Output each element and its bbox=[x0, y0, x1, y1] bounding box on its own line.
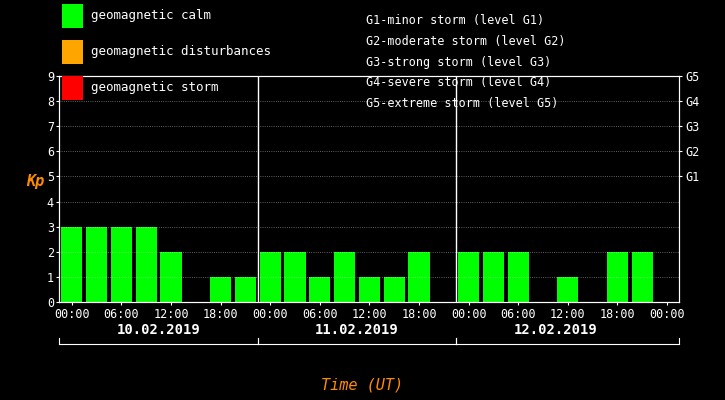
Bar bbox=[310, 277, 331, 302]
Bar bbox=[359, 277, 380, 302]
Bar bbox=[507, 252, 529, 302]
Bar bbox=[558, 277, 579, 302]
Bar bbox=[607, 252, 628, 302]
Bar bbox=[458, 252, 479, 302]
Text: geomagnetic calm: geomagnetic calm bbox=[91, 10, 211, 22]
Bar bbox=[62, 227, 83, 302]
Bar bbox=[86, 227, 107, 302]
Bar bbox=[384, 277, 405, 302]
Bar bbox=[631, 252, 652, 302]
Text: G1-minor storm (level G1): G1-minor storm (level G1) bbox=[366, 14, 544, 27]
Bar bbox=[111, 227, 132, 302]
Text: geomagnetic storm: geomagnetic storm bbox=[91, 82, 218, 94]
Bar bbox=[284, 252, 305, 302]
Y-axis label: Kp: Kp bbox=[27, 174, 45, 189]
Bar bbox=[408, 252, 429, 302]
Bar bbox=[483, 252, 504, 302]
Text: geomagnetic disturbances: geomagnetic disturbances bbox=[91, 46, 270, 58]
Bar bbox=[160, 252, 181, 302]
Bar bbox=[235, 277, 256, 302]
Text: G4-severe storm (level G4): G4-severe storm (level G4) bbox=[366, 76, 552, 90]
Text: G2-moderate storm (level G2): G2-moderate storm (level G2) bbox=[366, 35, 566, 48]
Bar bbox=[136, 227, 157, 302]
Text: Time (UT): Time (UT) bbox=[321, 377, 404, 392]
Bar bbox=[210, 277, 231, 302]
Text: 11.02.2019: 11.02.2019 bbox=[315, 323, 399, 337]
Text: 10.02.2019: 10.02.2019 bbox=[117, 323, 201, 337]
Bar bbox=[334, 252, 355, 302]
Text: 12.02.2019: 12.02.2019 bbox=[513, 323, 597, 337]
Text: G3-strong storm (level G3): G3-strong storm (level G3) bbox=[366, 56, 552, 69]
Text: G5-extreme storm (level G5): G5-extreme storm (level G5) bbox=[366, 97, 558, 110]
Bar bbox=[260, 252, 281, 302]
